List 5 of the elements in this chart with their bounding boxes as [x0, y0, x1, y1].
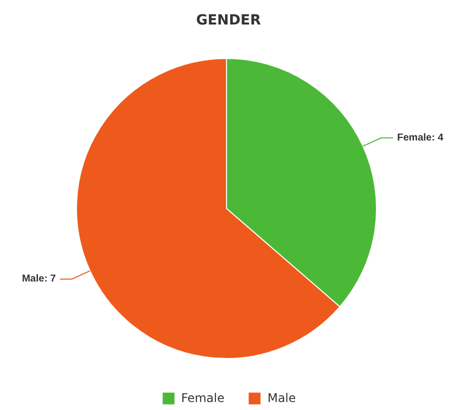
- data-label: Female: 4: [397, 132, 444, 144]
- legend-label: Male: [267, 391, 296, 405]
- chart-title: GENDER: [196, 12, 262, 28]
- data-label: Male: 7: [22, 274, 56, 285]
- legend-label: Female: [181, 391, 224, 405]
